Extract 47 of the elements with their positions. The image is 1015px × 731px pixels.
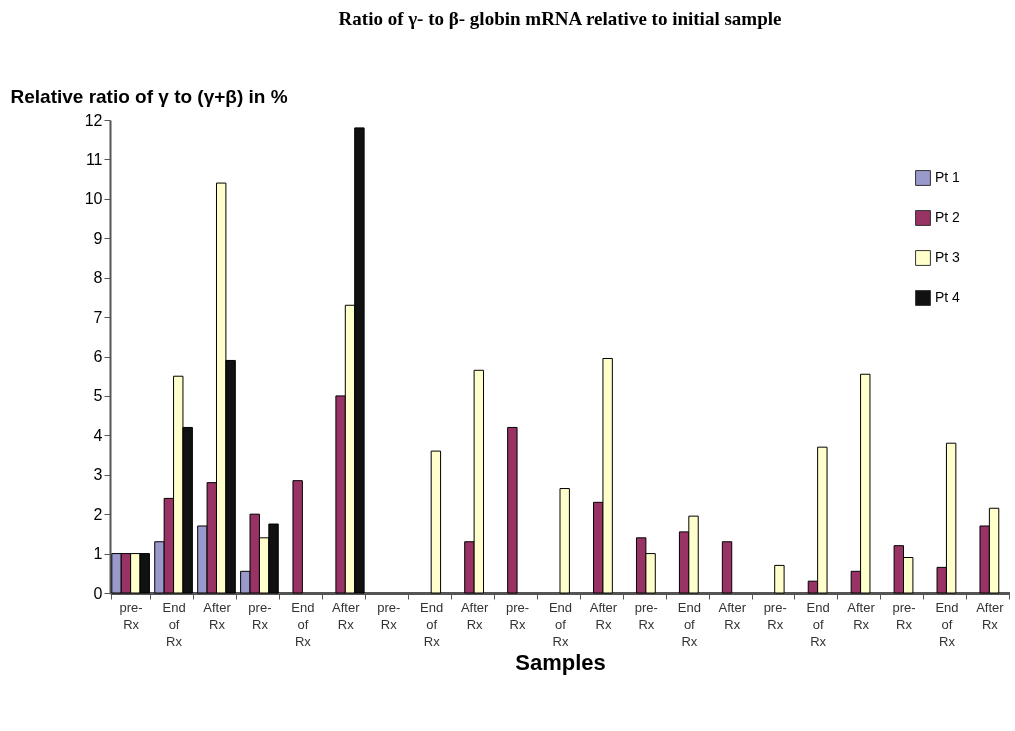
y-tick-label: 7 (93, 308, 103, 326)
bar (292, 480, 303, 594)
bar (430, 450, 442, 594)
x-tick-label: After Rx (976, 599, 1005, 632)
y-tick-label: 10 (84, 190, 103, 208)
x-tick-label: After Rx (203, 599, 232, 632)
bar (721, 541, 733, 594)
x-tick-label: End of Rx (548, 599, 573, 649)
x-tick-label: pre- Rx (506, 599, 530, 632)
x-tick-label: End of Rx (677, 599, 701, 649)
x-axis-title: Samples (515, 649, 606, 675)
x-tick-label: End of Rx (806, 599, 830, 649)
x-tick-label: After Rx (718, 599, 747, 632)
x-tick-label: After Rx (589, 599, 618, 632)
y-tick-label: 9 (93, 229, 103, 247)
x-tick-label: End of Rx (420, 599, 444, 649)
legend-label: Pt 2 (935, 209, 961, 225)
legend-label: Pt 4 (935, 289, 961, 305)
y-tick-label: 0 (93, 584, 103, 602)
chart-title: Ratio of γ- to β- globin mRNA relative to initial sample (338, 8, 782, 29)
bar (559, 488, 570, 594)
legend-label: Pt 1 (935, 169, 961, 185)
y-tick-label: 4 (93, 426, 103, 444)
x-tick-label: End of Rx (935, 599, 959, 649)
y-tick-label: 12 (84, 111, 103, 129)
y-tick-label: 11 (85, 150, 103, 168)
x-tick-label: pre- Rx (763, 599, 787, 632)
x-tick-label: pre- Rx (377, 599, 401, 632)
x-tick-label: After Rx (332, 599, 361, 632)
y-axis-title: Relative ratio of γ to (γ+β) in % (10, 85, 288, 107)
y-tick-label: 6 (93, 348, 103, 365)
x-tick-label: pre- Rx (634, 599, 658, 632)
x-tick-label: pre- Rx (119, 599, 143, 632)
y-tick-label: 8 (93, 269, 103, 287)
x-tick-label: After Rx (460, 599, 490, 632)
y-tick-label: 2 (93, 505, 103, 523)
y-tick-label: 3 (93, 466, 103, 484)
x-tick-label: pre- Rx (248, 599, 272, 632)
x-tick-label: End of Rx (291, 599, 315, 649)
x-tick-label: After Rx (847, 599, 876, 632)
y-tick-label: 1 (93, 545, 103, 563)
bar (774, 564, 785, 594)
y-tick-label: 5 (93, 387, 103, 405)
bar (507, 426, 518, 594)
legend-label: Pt 3 (935, 249, 961, 265)
x-tick-label: End of Rx (162, 599, 186, 649)
x-tick-label: pre- Rx (892, 599, 916, 632)
